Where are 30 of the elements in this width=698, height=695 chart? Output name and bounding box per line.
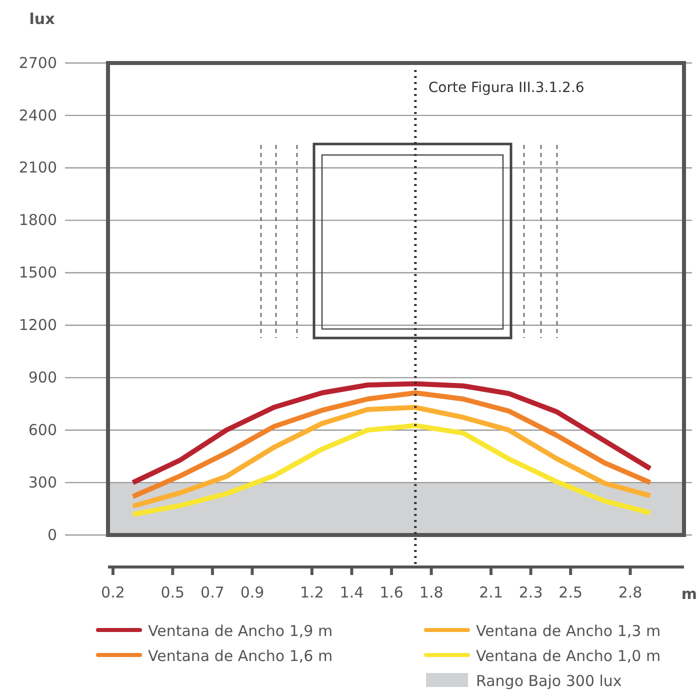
legend-label: Rango Bajo 300 lux: [476, 672, 622, 690]
y-tick-label: 1500: [18, 264, 57, 282]
x-tick-label: 2.5: [558, 584, 583, 602]
y-tick-label: 1200: [18, 316, 57, 334]
x-tick-label: 2.3: [518, 584, 543, 602]
y-tick-label: 0: [47, 526, 57, 544]
x-tick-label: 2.1: [479, 584, 503, 602]
legend-label: Ventana de Ancho 1,9 m: [148, 622, 333, 640]
y-tick-label: 2400: [18, 106, 57, 124]
y-tick-label: 600: [28, 420, 57, 439]
x-tick-label: 1.6: [380, 584, 404, 602]
legend-label: Ventana de Ancho 1,3 m: [476, 622, 661, 640]
y-tick-label: 900: [28, 368, 57, 386]
x-tick-label: 0.7: [200, 584, 224, 602]
ref-line-label: Corte Figura III.3.1.2.6: [428, 80, 584, 96]
legend-label: Ventana de Ancho 1,0 m: [476, 647, 661, 665]
y-tick-label: 1800: [18, 211, 57, 230]
x-tick-label: 2.8: [618, 584, 642, 602]
y-axis-title: lux: [29, 10, 56, 28]
x-axis-title: m: [681, 585, 697, 603]
y-tick-label: 300: [28, 473, 57, 492]
x-tick-label: 1.8: [419, 584, 444, 602]
x-tick-label: 0.9: [240, 584, 264, 602]
y-tick-label: 2100: [18, 158, 57, 177]
x-tick-label: 1.4: [340, 584, 364, 602]
y-tick-label: 2700: [18, 54, 57, 72]
x-tick-label: 0.5: [160, 584, 185, 602]
x-tick-label: 1.2: [300, 584, 324, 602]
legend-label: Ventana de Ancho 1,6 m: [148, 647, 333, 665]
x-tick-label: 0.2: [101, 584, 125, 602]
